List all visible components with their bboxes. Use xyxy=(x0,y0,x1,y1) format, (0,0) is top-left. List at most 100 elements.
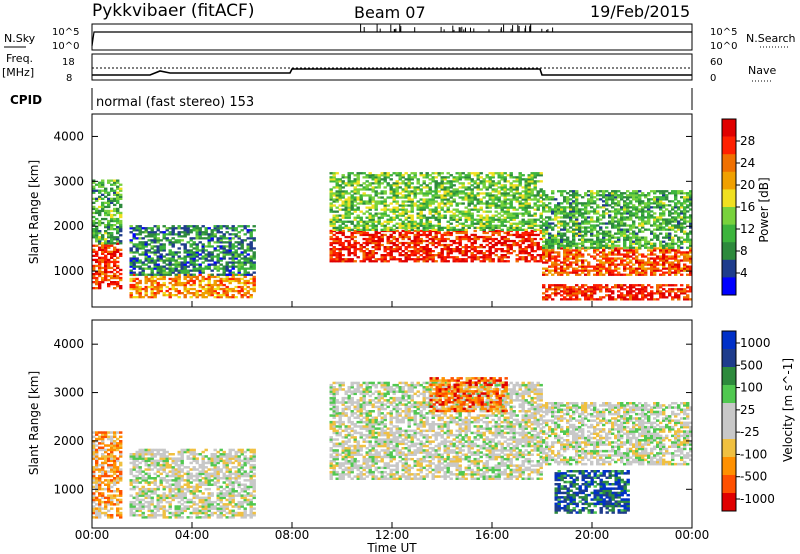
power-cell xyxy=(252,229,256,232)
power-cell xyxy=(455,188,459,191)
power-cell xyxy=(437,204,441,207)
power-cell xyxy=(401,237,405,241)
power-cell xyxy=(113,181,117,184)
power-cell xyxy=(207,279,211,283)
power-cell xyxy=(144,255,148,258)
power-cell xyxy=(557,220,561,223)
power-cell xyxy=(530,248,534,251)
power-cell xyxy=(98,183,102,186)
power-cell xyxy=(395,206,399,209)
power-cell xyxy=(107,205,111,209)
power-cell xyxy=(374,233,378,237)
power-cell xyxy=(428,250,432,253)
power-cell xyxy=(542,192,546,195)
power-cell xyxy=(165,239,169,242)
power-cell xyxy=(563,234,567,237)
power-cell xyxy=(482,184,486,187)
power-cell xyxy=(374,192,378,195)
power-cell xyxy=(177,235,181,238)
power-cell xyxy=(186,241,190,244)
power-cell xyxy=(512,241,516,245)
power-cell xyxy=(401,182,405,185)
power-cell xyxy=(335,237,339,241)
power-cell xyxy=(371,216,375,219)
power-cell xyxy=(659,216,663,219)
power-cell xyxy=(246,225,250,228)
power-cell xyxy=(584,288,588,291)
power-cell xyxy=(596,238,600,241)
power-cell xyxy=(467,235,471,239)
power-cell xyxy=(479,214,483,217)
power-cell xyxy=(521,178,525,181)
power-cell xyxy=(252,271,256,274)
power-cell xyxy=(416,228,420,231)
power-cell xyxy=(150,245,154,248)
power-cell xyxy=(668,236,672,239)
power-cell xyxy=(473,194,477,197)
power-cell xyxy=(344,208,348,211)
power-cell xyxy=(464,233,468,237)
power-cell xyxy=(356,248,360,251)
power-cell xyxy=(234,227,238,230)
power-cell xyxy=(110,199,114,202)
power-cell xyxy=(515,192,519,195)
power-cell xyxy=(581,242,585,245)
power-cell xyxy=(186,253,190,256)
power-cell xyxy=(119,230,123,233)
power-cell xyxy=(617,251,621,254)
power-cell xyxy=(521,212,525,215)
power-cell xyxy=(132,287,136,291)
power-cell xyxy=(554,218,558,221)
power-cell xyxy=(222,287,226,291)
power-cell xyxy=(581,286,585,289)
power-cell xyxy=(183,273,187,276)
power-cell xyxy=(410,246,414,249)
power-cell xyxy=(144,251,148,254)
power-cell xyxy=(605,198,609,201)
power-cell xyxy=(527,182,531,185)
power-cell xyxy=(662,202,666,205)
power-cell xyxy=(129,285,133,289)
power-cell xyxy=(347,235,351,239)
power-cell xyxy=(473,204,477,207)
power-cell xyxy=(488,204,492,207)
power-cell xyxy=(641,296,645,299)
power-cell xyxy=(107,274,111,278)
power-cell xyxy=(110,201,114,204)
power-cell xyxy=(186,273,190,277)
power-cell xyxy=(410,192,414,195)
power-cell xyxy=(165,285,169,289)
power-cell xyxy=(243,283,247,287)
power-cell xyxy=(548,257,552,260)
power-cell xyxy=(575,296,579,299)
power-cell xyxy=(110,283,114,286)
power-cell xyxy=(116,250,120,253)
power-cell xyxy=(368,256,372,259)
power-cell xyxy=(488,256,492,259)
power-cell xyxy=(599,214,603,217)
power-cell xyxy=(207,285,211,289)
power-cell xyxy=(461,252,465,255)
power-cell xyxy=(446,186,450,189)
power-cell xyxy=(581,269,585,272)
power-cell xyxy=(119,268,123,272)
power-cell xyxy=(455,180,459,183)
power-cell xyxy=(228,296,232,299)
power-cell xyxy=(347,260,351,263)
power-cell xyxy=(668,292,672,295)
power-cell xyxy=(119,211,123,215)
power-cell xyxy=(437,186,441,189)
power-cell xyxy=(518,204,522,207)
power-cell xyxy=(572,222,576,225)
power-cell xyxy=(365,231,369,235)
power-cell xyxy=(344,260,348,263)
power-cell xyxy=(470,192,474,195)
power-cell xyxy=(524,256,528,259)
power-cell xyxy=(404,233,408,237)
power-cell xyxy=(189,231,193,234)
power-cell xyxy=(644,194,648,197)
power-cell xyxy=(653,265,657,268)
power-cell xyxy=(104,256,108,259)
power-cell xyxy=(98,213,102,217)
power-cell xyxy=(470,243,474,247)
